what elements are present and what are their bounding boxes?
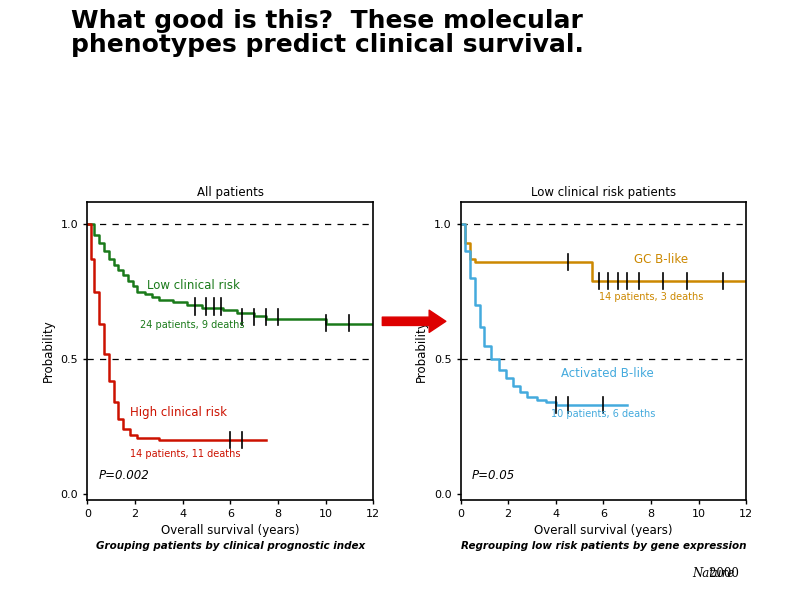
Text: 10 patients, 6 deaths: 10 patients, 6 deaths <box>551 409 655 419</box>
Text: What good is this?  These molecular: What good is this? These molecular <box>71 9 584 33</box>
Text: GC B-like: GC B-like <box>634 253 688 266</box>
Text: Regrouping low risk patients by gene expression: Regrouping low risk patients by gene exp… <box>461 541 746 552</box>
Y-axis label: Probability: Probability <box>42 320 55 383</box>
Y-axis label: Probability: Probability <box>415 320 428 383</box>
Text: Nature: Nature <box>692 567 738 580</box>
Text: Low clinical risk patients: Low clinical risk patients <box>531 186 676 199</box>
Text: High clinical risk: High clinical risk <box>130 406 227 419</box>
Text: 24 patients, 9 deaths: 24 patients, 9 deaths <box>140 320 245 330</box>
Text: P=0.05: P=0.05 <box>472 469 515 482</box>
Text: 2000: 2000 <box>679 567 738 580</box>
Text: Activated B-like: Activated B-like <box>561 367 653 380</box>
Text: 14 patients, 3 deaths: 14 patients, 3 deaths <box>599 292 703 302</box>
Text: phenotypes predict clinical survival.: phenotypes predict clinical survival. <box>71 33 584 57</box>
Text: All patients: All patients <box>197 186 264 199</box>
X-axis label: Overall survival (years): Overall survival (years) <box>534 524 673 537</box>
Text: 14 patients, 11 deaths: 14 patients, 11 deaths <box>130 449 241 459</box>
Text: Low clinical risk: Low clinical risk <box>147 279 240 292</box>
X-axis label: Overall survival (years): Overall survival (years) <box>161 524 299 537</box>
Text: P=0.002: P=0.002 <box>98 469 149 482</box>
Text: Grouping patients by clinical prognostic index: Grouping patients by clinical prognostic… <box>95 541 365 552</box>
